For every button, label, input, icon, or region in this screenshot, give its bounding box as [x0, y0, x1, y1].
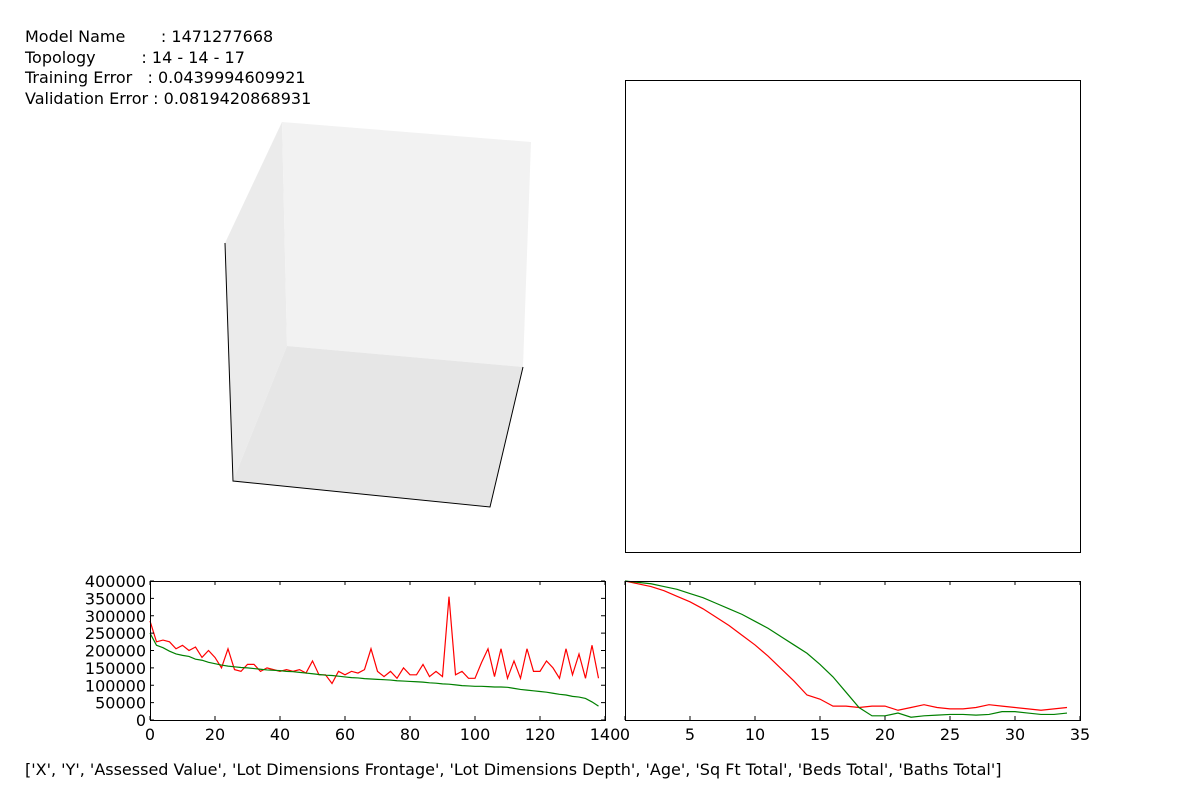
pane: [282, 122, 531, 367]
x-tick-label: 0: [620, 725, 630, 744]
empty-3d-axes: [224, 122, 531, 508]
y-tick-label: 0: [136, 711, 146, 730]
y-tick-label: 150000: [85, 659, 146, 678]
y-tick-label: 350000: [85, 589, 146, 608]
x-tick-label: 0: [145, 725, 155, 744]
y-tick-label: 100000: [85, 676, 146, 695]
line-series: [149, 632, 599, 707]
header-line: Model Name : 1471277668: [25, 27, 273, 46]
x-tick-label: 120: [525, 725, 556, 744]
line-series: [149, 596, 600, 685]
y-tick-label: 250000: [85, 624, 146, 643]
x-tick-label: 15: [810, 725, 830, 744]
line-series: [624, 580, 1068, 718]
y-tick-label: 400000: [85, 572, 146, 591]
axis-line: [224, 242, 524, 508]
header-line: Training Error : 0.0439994609921: [24, 68, 306, 87]
x-tick-label: 20: [875, 725, 895, 744]
pane: [233, 346, 523, 507]
x-tick-label: 140: [590, 725, 621, 744]
x-tick-label: 20: [205, 725, 225, 744]
pane: [225, 122, 287, 481]
line-series: [624, 580, 1068, 711]
footer: ['X', 'Y', 'Assessed Value', 'Lot Dimens…: [25, 760, 1001, 779]
y-tick-label: 200000: [85, 642, 146, 661]
x-tick-label: 25: [940, 725, 960, 744]
x-tick-label: 80: [400, 725, 420, 744]
x-tick-label: 40: [270, 725, 290, 744]
x-tick-label: 30: [1005, 725, 1025, 744]
header-line: Validation Error : 0.0819420868931: [25, 89, 311, 108]
y-tick-label: 50000: [95, 694, 146, 713]
axes-frame: [625, 581, 1081, 721]
x-tick-label: 60: [335, 725, 355, 744]
empty-axes: [625, 80, 1081, 553]
header-line: Topology : 14 - 14 - 17: [24, 48, 245, 67]
x-tick-label: 5: [685, 725, 695, 744]
x-tick-label: 35: [1070, 725, 1090, 744]
x-tick-label: 100: [460, 725, 491, 744]
x-tick-label: 10: [745, 725, 765, 744]
y-tick-label: 300000: [85, 607, 146, 626]
